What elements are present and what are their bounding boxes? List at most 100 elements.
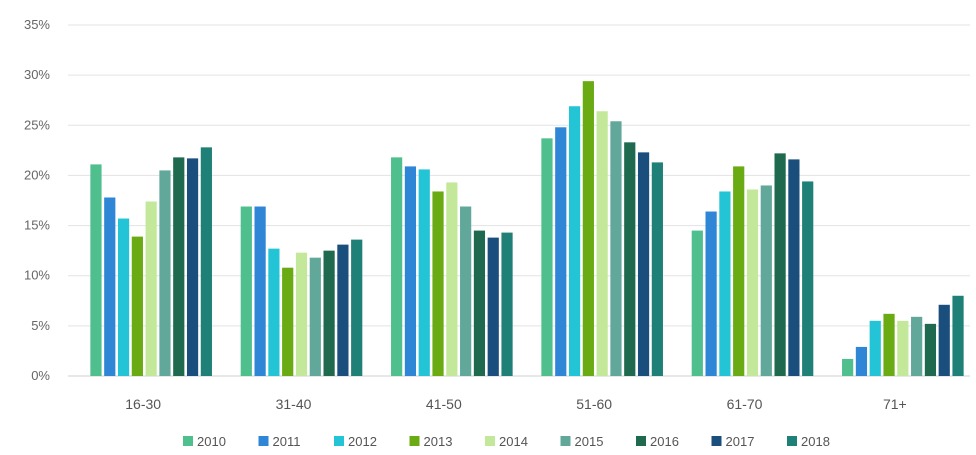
bar-2011-61-70 <box>705 211 717 376</box>
bar-2011-41-50 <box>404 166 417 376</box>
bar-2017-61-70 <box>788 159 800 376</box>
bar-2014-61-70 <box>746 189 759 376</box>
y-tick-label: 15% <box>24 218 50 233</box>
legend-label: 2017 <box>726 434 755 449</box>
legend-swatch <box>560 436 571 446</box>
bar-2010-51-60 <box>541 138 553 376</box>
bar-2011-16-30 <box>104 197 116 376</box>
legend-label: 2015 <box>575 434 604 449</box>
bar-2014-16-30 <box>145 201 157 376</box>
x-tick-label: 61-70 <box>727 396 763 412</box>
y-tick-label: 5% <box>31 318 50 333</box>
y-tick-label: 10% <box>24 268 50 283</box>
legend-item-2017: 2017 <box>711 434 755 449</box>
bar-2018-61-70 <box>802 181 814 376</box>
legend-item-2012: 2012 <box>334 434 377 449</box>
y-tick-label: 30% <box>24 67 50 82</box>
x-tick-label: 41-50 <box>426 396 462 412</box>
x-tick-label: 31-40 <box>276 396 312 412</box>
legend: 2010 2011 2012 2013 2014 2015 2016 2017 2018 <box>183 434 830 449</box>
bar-2010-71+ <box>842 358 854 376</box>
bar-2012-16-30 <box>117 218 130 376</box>
bar-2013-31-40 <box>282 267 294 376</box>
bar-2011-31-40 <box>254 206 266 376</box>
legend-label: 2016 <box>650 434 679 449</box>
bar-2014-41-50 <box>446 182 458 376</box>
bar-2014-31-40 <box>295 252 308 376</box>
bar-2016-51-60 <box>624 142 636 376</box>
y-axis: 0% 5% 10% 15% 20% 25% 30% 35% <box>24 17 50 383</box>
bar-2012-61-70 <box>719 191 731 376</box>
bar-2011-51-60 <box>555 127 567 376</box>
legend-swatch <box>485 436 495 446</box>
legend-item-2018: 2018 <box>787 434 830 449</box>
bar-2010-41-50 <box>391 157 403 376</box>
bar-2016-41-50 <box>473 230 486 376</box>
bar-2017-31-40 <box>337 244 349 376</box>
bar-2015-51-60 <box>610 121 622 376</box>
legend-item-2016: 2016 <box>636 434 679 449</box>
legend-item-2011: 2011 <box>258 434 301 449</box>
bar-2013-71+ <box>883 313 895 376</box>
bar-2014-51-60 <box>596 111 608 376</box>
y-tick-label: 25% <box>24 117 50 132</box>
bar-2016-16-30 <box>173 157 185 376</box>
bar-2017-71+ <box>938 304 950 376</box>
x-tick-label: 71+ <box>883 396 907 412</box>
bars <box>90 81 964 376</box>
bar-2016-61-70 <box>774 153 786 376</box>
bar-2015-41-50 <box>460 206 472 376</box>
bar-2013-16-30 <box>131 236 143 376</box>
legend-label: 2018 <box>801 434 830 449</box>
legend-label: 2010 <box>197 434 226 449</box>
legend-swatch <box>636 436 646 446</box>
bar-2010-31-40 <box>240 206 252 376</box>
bar-2013-61-70 <box>733 166 745 376</box>
legend-item-2014: 2014 <box>485 434 528 449</box>
legend-label: 2013 <box>424 434 453 449</box>
bar-2016-71+ <box>924 323 937 376</box>
bar-2018-31-40 <box>351 239 363 376</box>
bar-2016-31-40 <box>323 250 335 376</box>
bar-2018-71+ <box>952 295 964 376</box>
x-tick-label: 51-60 <box>576 396 612 412</box>
legend-swatch <box>409 436 420 446</box>
legend-swatch <box>334 436 344 446</box>
x-axis: 16-30 31-40 41-50 51-60 61-70 71+ <box>125 396 906 412</box>
bar-2015-71+ <box>911 316 923 376</box>
bar-2012-51-60 <box>568 106 581 376</box>
y-tick-label: 0% <box>31 368 50 383</box>
bar-2012-41-50 <box>418 169 430 376</box>
y-tick-label: 35% <box>24 17 50 32</box>
bar-2015-61-70 <box>760 185 772 376</box>
legend-swatch <box>183 436 193 446</box>
bar-2017-16-30 <box>186 158 199 376</box>
legend-item-2013: 2013 <box>409 434 453 449</box>
legend-item-2015: 2015 <box>560 434 604 449</box>
bar-2018-41-50 <box>501 232 513 376</box>
bar-2015-31-40 <box>309 257 321 376</box>
bar-2018-51-60 <box>651 162 663 376</box>
bar-2010-61-70 <box>691 230 703 376</box>
bar-2012-31-40 <box>268 248 280 376</box>
bar-2017-51-60 <box>637 152 650 376</box>
bar-2014-71+ <box>897 320 909 376</box>
bar-2010-16-30 <box>90 164 102 376</box>
gridlines <box>68 24 970 377</box>
legend-swatch <box>711 436 722 446</box>
legend-label: 2014 <box>499 434 528 449</box>
legend-swatch <box>258 436 269 446</box>
legend-swatch <box>787 436 797 446</box>
x-tick-label: 16-30 <box>125 396 161 412</box>
bar-2018-16-30 <box>200 147 212 376</box>
bar-2015-16-30 <box>159 170 171 376</box>
legend-label: 2012 <box>348 434 377 449</box>
y-tick-label: 20% <box>24 167 50 182</box>
bar-2013-51-60 <box>582 81 594 376</box>
legend-label: 2011 <box>273 434 301 449</box>
bar-2011-71+ <box>855 346 868 376</box>
bar-2017-41-50 <box>487 237 499 376</box>
bar-2013-41-50 <box>432 191 444 376</box>
